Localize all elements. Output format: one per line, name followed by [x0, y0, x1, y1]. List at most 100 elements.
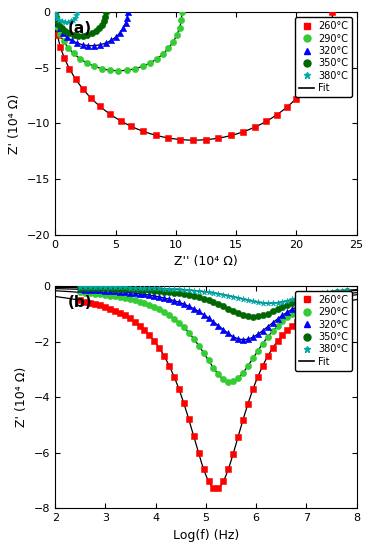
Point	[166, 311, 172, 320]
Point	[53, 13, 59, 22]
Point	[181, 300, 187, 309]
Point	[230, 306, 236, 315]
Point	[166, 284, 172, 293]
Point	[329, 289, 335, 298]
Point	[65, 18, 71, 26]
Point	[107, 66, 113, 75]
Point	[176, 385, 182, 394]
Point	[171, 314, 177, 323]
Point	[82, 283, 88, 292]
Point	[52, 8, 58, 16]
Point	[170, 37, 176, 46]
Point	[87, 283, 93, 292]
Point	[156, 284, 162, 293]
Point	[245, 399, 251, 408]
Point	[289, 321, 295, 330]
Point	[279, 298, 285, 306]
Point	[225, 291, 231, 300]
Point	[151, 337, 157, 345]
Point	[122, 284, 128, 293]
Point	[61, 37, 67, 46]
Point	[260, 361, 266, 370]
Point	[206, 314, 212, 322]
Point	[132, 296, 138, 305]
Point	[151, 292, 157, 300]
Point	[54, 19, 60, 28]
Point	[334, 287, 340, 296]
Point	[66, 29, 72, 37]
Point	[203, 135, 209, 144]
Point	[314, 299, 320, 307]
Point	[228, 131, 234, 140]
Point	[289, 298, 295, 307]
Point	[196, 307, 202, 316]
Point	[285, 307, 291, 316]
Point	[52, 8, 58, 16]
Point	[115, 67, 121, 75]
Point	[77, 288, 83, 297]
Point	[97, 40, 103, 49]
Point	[107, 284, 113, 293]
Point	[137, 289, 142, 298]
Point	[329, 288, 335, 296]
Point	[122, 283, 128, 292]
Point	[309, 296, 315, 305]
Point	[56, 20, 62, 29]
Point	[344, 292, 350, 300]
Legend: 260°C, 290°C, 320°C, 350°C, 380°C, Fit: 260°C, 290°C, 320°C, 350°C, 380°C, Fit	[295, 291, 352, 371]
X-axis label: Z'' (10⁴ Ω): Z'' (10⁴ Ω)	[174, 255, 238, 268]
Point	[107, 283, 113, 292]
Point	[304, 311, 310, 320]
Point	[334, 294, 340, 302]
Point	[71, 30, 77, 39]
Point	[61, 53, 67, 62]
Point	[67, 64, 73, 73]
Point	[301, 86, 307, 95]
Y-axis label: Z' (10⁴ Ω): Z' (10⁴ Ω)	[15, 367, 28, 427]
Point	[87, 298, 93, 307]
Point	[60, 29, 66, 37]
Point	[327, 32, 333, 41]
Point	[112, 287, 118, 296]
Point	[319, 290, 325, 299]
Point	[263, 117, 269, 126]
Point	[82, 297, 88, 306]
Point	[293, 94, 299, 103]
Point	[92, 285, 98, 294]
Point	[329, 301, 335, 310]
Point	[57, 24, 62, 32]
Point	[128, 122, 134, 131]
Point	[220, 325, 226, 334]
Point	[91, 62, 97, 70]
Point	[304, 292, 310, 300]
Point	[270, 307, 276, 316]
Point	[270, 318, 276, 327]
Point	[141, 299, 147, 307]
Point	[80, 31, 86, 40]
Point	[156, 344, 162, 353]
Point	[132, 289, 138, 298]
Point	[211, 288, 217, 297]
Point	[124, 66, 130, 75]
Point	[250, 312, 256, 321]
Point	[289, 295, 295, 304]
Point	[54, 16, 60, 25]
Point	[215, 289, 221, 298]
Point	[117, 29, 123, 37]
Point	[230, 332, 236, 341]
Point	[235, 309, 241, 317]
Point	[132, 64, 138, 73]
Point	[196, 341, 202, 350]
Point	[270, 299, 276, 307]
Point	[117, 284, 123, 293]
Point	[140, 62, 145, 71]
Point	[127, 314, 133, 323]
Point	[285, 326, 291, 334]
Point	[285, 313, 291, 322]
Point	[319, 289, 325, 298]
Point	[69, 36, 75, 45]
Point	[147, 286, 153, 295]
Point	[289, 310, 295, 318]
Point	[314, 291, 320, 300]
Point	[330, 8, 336, 16]
